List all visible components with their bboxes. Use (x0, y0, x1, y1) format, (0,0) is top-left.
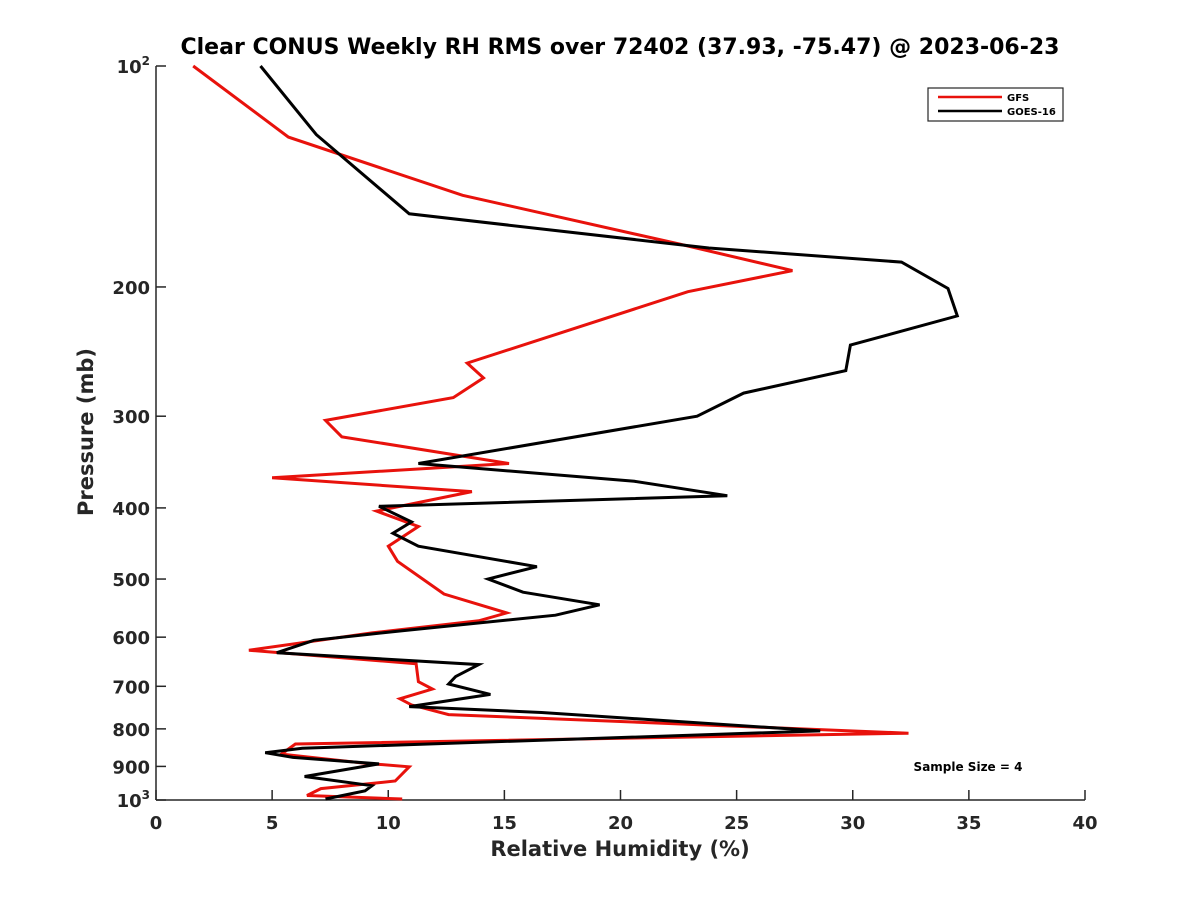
chart-title: Clear CONUS Weekly RH RMS over 72402 (37… (181, 35, 1060, 60)
x-axis-label: Relative Humidity (%) (490, 837, 749, 861)
y-tick-label: 800 (112, 720, 150, 741)
plot-frame (155, 66, 1085, 801)
x-tick-label: 40 (1072, 813, 1097, 834)
x-axis: 0 5 10 15 20 25 30 35 40 (150, 790, 1098, 834)
y-tick-label: 300 (112, 407, 150, 428)
x-tick-label: 15 (492, 813, 517, 834)
x-tick-label: 10 (376, 813, 401, 834)
y-tick-label: 103 (117, 788, 150, 812)
x-tick-label: 20 (608, 813, 633, 834)
x-tick-label: 30 (840, 813, 865, 834)
x-tick-label: 0 (150, 813, 163, 834)
y-tick-label: 500 (112, 570, 150, 591)
legend: GFS GOES-16 (927, 87, 1064, 122)
sample-size-annotation: Sample Size = 4 (914, 760, 1023, 774)
legend-label: GFS (1007, 93, 1029, 104)
x-tick-label: 35 (956, 813, 981, 834)
series-line-gfs (192, 64, 909, 801)
y-tick-label: 600 (112, 628, 150, 649)
y-axis-label: Pressure (mb) (74, 348, 98, 516)
legend-box (927, 87, 1064, 122)
y-tick-label: 900 (112, 757, 150, 778)
y-tick-label: 200 (112, 278, 150, 299)
series-layer (192, 64, 960, 801)
y-axis: 102 200 300 400 500 600 700 800 900 103 (112, 54, 166, 812)
y-tick-label: 400 (112, 499, 150, 520)
series-line-goes-16 (259, 65, 960, 801)
x-tick-label: 5 (266, 813, 279, 834)
x-tick-label: 25 (724, 813, 749, 834)
legend-label: GOES-16 (1007, 107, 1056, 118)
y-tick-label: 102 (117, 54, 150, 78)
y-tick-label: 700 (112, 677, 150, 698)
